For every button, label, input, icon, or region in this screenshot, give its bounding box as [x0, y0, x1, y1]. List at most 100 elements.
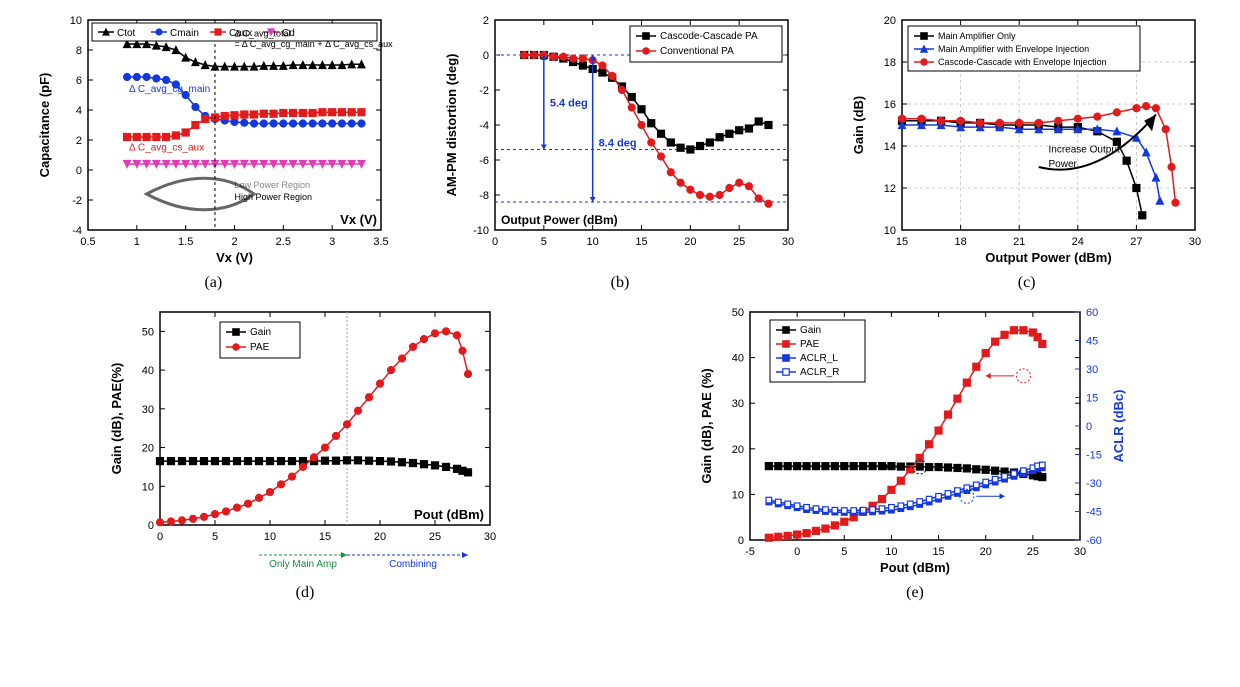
svg-text:Only Main Amp: Only Main Amp [269, 559, 337, 570]
svg-text:0: 0 [794, 546, 800, 558]
svg-text:45: 45 [1086, 336, 1098, 348]
svg-text:0: 0 [1086, 421, 1092, 433]
svg-text:30: 30 [1086, 364, 1098, 376]
svg-text:0: 0 [157, 531, 163, 543]
svg-text:2: 2 [232, 236, 238, 248]
svg-text:-4: -4 [73, 225, 83, 237]
svg-text:14: 14 [883, 141, 895, 153]
svg-text:15: 15 [1086, 393, 1098, 405]
svg-text:6: 6 [76, 75, 82, 87]
svg-text:Gain: Gain [800, 325, 821, 336]
svg-text:ACLR_L: ACLR_L [800, 353, 838, 364]
svg-text:10: 10 [885, 546, 897, 558]
chart-d-wrap: 05101520253001020304050Gain (dB), PAE(%)… [105, 300, 505, 602]
svg-text:5: 5 [212, 531, 218, 543]
svg-text:Gain (dB): Gain (dB) [851, 96, 866, 155]
chart-c: 151821242730101214161820Output Power (dB… [847, 10, 1207, 270]
svg-text:0.5: 0.5 [81, 236, 96, 248]
svg-text:2: 2 [76, 135, 82, 147]
svg-text:-10: -10 [473, 225, 489, 237]
svg-text:Cascode-Cascade PA: Cascode-Cascade PA [660, 31, 758, 42]
chart-e: -505101520253001020304050604530150-15-30… [695, 300, 1135, 580]
chart-d: 05101520253001020304050Gain (dB), PAE(%)… [105, 300, 505, 580]
svg-text:10: 10 [732, 489, 744, 501]
chart-e-wrap: -505101520253001020304050604530150-15-30… [695, 300, 1135, 602]
svg-text:10: 10 [264, 531, 276, 543]
svg-text:2: 2 [483, 15, 489, 27]
svg-text:20: 20 [374, 531, 386, 543]
svg-text:40: 40 [142, 365, 154, 377]
svg-text:Cmain: Cmain [170, 28, 199, 39]
svg-text:4: 4 [76, 105, 82, 117]
chart-b: 051015202530-10-8-6-4-202AM-PM distortio… [440, 10, 800, 270]
svg-text:15: 15 [635, 236, 647, 248]
svg-text:30: 30 [782, 236, 794, 248]
svg-text:30: 30 [732, 398, 744, 410]
svg-text:0: 0 [492, 236, 498, 248]
svg-text:24: 24 [1071, 236, 1083, 248]
svg-text:15: 15 [932, 546, 944, 558]
svg-text:8: 8 [76, 45, 82, 57]
svg-text:10: 10 [70, 15, 82, 27]
caption-e: (e) [906, 584, 924, 602]
svg-text:30: 30 [484, 531, 496, 543]
svg-text:20: 20 [883, 15, 895, 27]
svg-text:Output Power (dBm): Output Power (dBm) [501, 213, 618, 227]
svg-text:Pout (dBm): Pout (dBm) [880, 560, 950, 575]
svg-text:Vx (V): Vx (V) [340, 212, 377, 227]
svg-text:Cascode-Cascade with Envelope: Cascode-Cascade with Envelope Injection [938, 57, 1107, 67]
svg-text:ACLR (dBc): ACLR (dBc) [1111, 390, 1126, 463]
svg-text:Gain (dB), PAE(%): Gain (dB), PAE(%) [109, 363, 124, 475]
svg-text:0: 0 [76, 165, 82, 177]
svg-text:-30: -30 [1086, 478, 1102, 490]
svg-text:Power: Power [1048, 159, 1077, 170]
svg-text:18: 18 [954, 236, 966, 248]
svg-text:Combining: Combining [389, 559, 437, 570]
svg-text:-2: -2 [479, 85, 489, 97]
svg-text:Conventional PA: Conventional PA [660, 46, 734, 57]
svg-text:60: 60 [1086, 307, 1098, 319]
svg-text:Output Power (dBm): Output Power (dBm) [985, 250, 1111, 265]
svg-text:-45: -45 [1086, 507, 1102, 519]
svg-text:25: 25 [733, 236, 745, 248]
chart-c-wrap: 151821242730101214161820Output Power (dB… [847, 10, 1207, 292]
svg-text:-2: -2 [73, 195, 83, 207]
svg-text:8.4 deg: 8.4 deg [599, 138, 637, 150]
svg-text:AM-PM distortion (deg): AM-PM distortion (deg) [444, 54, 459, 197]
svg-text:25: 25 [429, 531, 441, 543]
svg-text:3: 3 [329, 236, 335, 248]
svg-text:21: 21 [1013, 236, 1025, 248]
caption-a: (a) [204, 274, 222, 292]
svg-text:PAE: PAE [800, 339, 820, 350]
svg-text:Δ C_avg_total: Δ C_avg_total [235, 29, 291, 39]
svg-text:15: 15 [896, 236, 908, 248]
svg-text:1: 1 [134, 236, 140, 248]
svg-text:= Δ C_avg_cg_main + Δ C_avg_cs: = Δ C_avg_cg_main + Δ C_avg_cs_aux [235, 39, 394, 49]
svg-text:25: 25 [1027, 546, 1039, 558]
svg-text:16: 16 [883, 99, 895, 111]
svg-text:Pout (dBm): Pout (dBm) [414, 507, 484, 522]
svg-text:3.5: 3.5 [374, 236, 389, 248]
svg-text:20: 20 [142, 443, 154, 455]
svg-text:-4: -4 [479, 120, 489, 132]
svg-text:Δ C_avg_cs_aux: Δ C_avg_cs_aux [129, 143, 204, 154]
svg-text:12: 12 [883, 183, 895, 195]
svg-text:0: 0 [483, 50, 489, 62]
svg-text:0: 0 [148, 520, 154, 532]
svg-text:10: 10 [587, 236, 599, 248]
svg-text:20: 20 [732, 444, 744, 456]
svg-text:Vx (V): Vx (V) [216, 250, 253, 265]
caption-c: (c) [1018, 274, 1036, 292]
svg-text:Ctot: Ctot [117, 28, 136, 39]
svg-text:10: 10 [883, 225, 895, 237]
top-row: 0.511.522.533.5-4-20246810Vx (V)Capacita… [10, 10, 1230, 292]
svg-text:30: 30 [1189, 236, 1201, 248]
svg-text:Main Amplifier Only: Main Amplifier Only [938, 31, 1016, 41]
caption-d: (d) [296, 584, 315, 602]
svg-text:Main Amplifier with Envelope I: Main Amplifier with Envelope Injection [938, 44, 1089, 54]
svg-text:1.5: 1.5 [178, 236, 193, 248]
svg-text:ACLR_R: ACLR_R [800, 367, 839, 378]
svg-text:30: 30 [1074, 546, 1086, 558]
svg-text:50: 50 [732, 307, 744, 319]
svg-text:2.5: 2.5 [276, 236, 291, 248]
